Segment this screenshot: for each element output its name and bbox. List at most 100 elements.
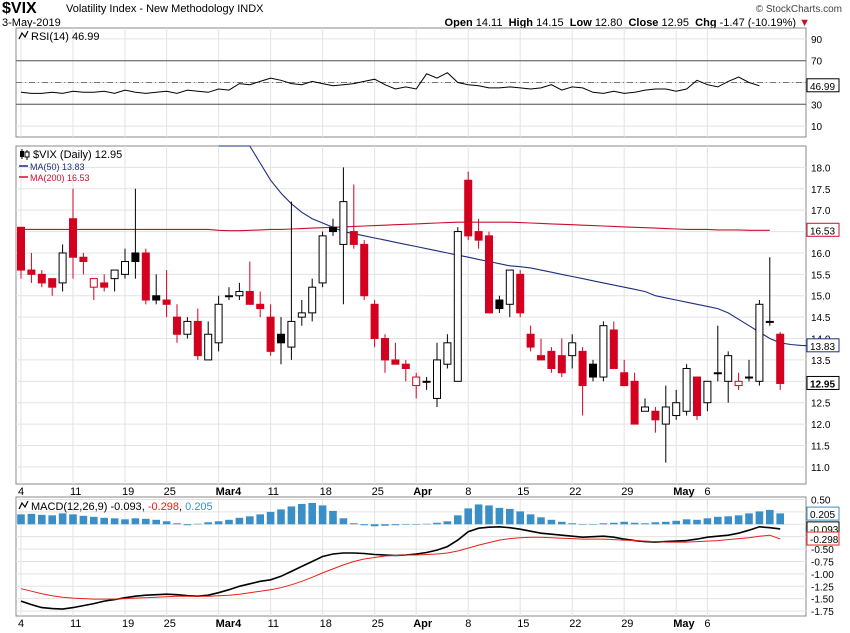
candle-body [162, 299, 171, 305]
ticker-symbol: $VIX [2, 0, 37, 17]
candle-body [557, 355, 566, 374]
macd-histogram-bar [298, 503, 306, 525]
macd-histogram-bar [506, 508, 514, 525]
candle [308, 278, 317, 322]
value-flag-text: -0.093 [810, 525, 839, 536]
macd-histogram-bar [402, 524, 410, 525]
y-tick-label: 30 [811, 100, 823, 111]
candle [266, 304, 275, 356]
x-tick-label: 11 [268, 618, 279, 630]
candle-body [537, 355, 545, 361]
x-tick-label: 18 [320, 486, 332, 498]
candle [557, 338, 566, 378]
candle [495, 295, 504, 313]
candle-body [495, 299, 504, 310]
macd-histogram-bar [100, 517, 108, 525]
mini-chart-icon [18, 500, 29, 510]
x-tick-label: 11 [268, 486, 279, 498]
candle [100, 274, 109, 292]
macd-histogram-bar [225, 519, 233, 525]
candle [464, 171, 473, 241]
macd-histogram-bar [672, 520, 680, 525]
candle-body [599, 325, 608, 378]
open-value: 14.11 [475, 17, 503, 29]
macd-signal-line [20, 534, 781, 600]
candle-body [48, 278, 57, 288]
macd-histogram-bar [360, 524, 368, 526]
macd-histogram-bar [38, 514, 46, 525]
candle-body [58, 252, 67, 284]
panel-frame-macd [15, 496, 807, 617]
macd-histogram-bar [256, 514, 264, 525]
mini-chart-icon [18, 30, 29, 40]
x-tick-label: 25 [372, 486, 384, 498]
macd-histogram-bar [422, 523, 431, 525]
candle-body [110, 269, 119, 280]
candle [724, 351, 733, 403]
ma200-line [21, 221, 770, 232]
y-tick-label: 17.5 [811, 185, 831, 196]
y-tick-label: 70 [811, 57, 823, 68]
macd-histogram-bar [589, 524, 597, 525]
candle [703, 380, 712, 412]
macd-legend-part: -0.298 [148, 501, 179, 513]
candle-body [453, 231, 462, 382]
low-label: Low [569, 17, 592, 29]
y-tick-label: 12.5 [811, 399, 831, 410]
candle [391, 342, 400, 365]
x-tick-label: May [673, 618, 695, 630]
candle-body [609, 329, 618, 369]
candle-body [589, 363, 597, 378]
close-value: 12.95 [661, 17, 690, 29]
candle-body [131, 252, 140, 263]
candle-body [318, 235, 327, 284]
candle [651, 406, 660, 433]
candle-body [505, 269, 514, 305]
macd-signal-value-flag: -0.298 [806, 531, 840, 546]
candle [630, 372, 639, 425]
y-tick-label: 90 [811, 35, 823, 46]
y-tick-label: 15.0 [811, 292, 831, 303]
macd-histogram-bar [516, 511, 524, 525]
macd-histogram-bar [485, 505, 493, 525]
candle [48, 278, 57, 296]
macd-histogram-bar [142, 518, 150, 525]
macd-histogram-bar [703, 518, 712, 525]
candle [297, 300, 306, 326]
macd-legend-part: , [142, 501, 148, 513]
candle [287, 201, 296, 360]
candle [152, 274, 161, 305]
x-tick-label: 4 [18, 618, 24, 630]
x-tick-label: 19 [122, 618, 134, 630]
macd-legend-part: 0.205 [185, 501, 213, 513]
macd-histogram-bar [17, 514, 25, 525]
candle [599, 321, 608, 382]
candle-body [349, 231, 358, 245]
value-flag-text: -0.298 [810, 535, 839, 546]
y-tick-label: 18.0 [811, 163, 831, 174]
x-tick-label: 11 [70, 618, 81, 630]
macd-histogram-bar [526, 514, 535, 525]
candle-icon [20, 149, 30, 160]
macd-histogram-bar [630, 522, 639, 525]
macd-histogram-bar [682, 519, 691, 525]
candle [162, 270, 171, 318]
candle-body [17, 226, 25, 271]
candle-body [256, 303, 265, 310]
candle-body [381, 338, 389, 361]
candle [183, 317, 192, 339]
macd-histogram-bar [370, 524, 379, 527]
candle-body [297, 312, 306, 318]
value-flag-text: 46.99 [810, 82, 835, 93]
candle-body [391, 359, 400, 365]
x-tick-label: 18 [320, 618, 332, 630]
panel-frame-main [15, 145, 807, 485]
candle [79, 252, 88, 275]
y-tick-label: 14.5 [811, 313, 831, 324]
x-tick-label: Apr [413, 486, 433, 498]
macd-histogram-bar [329, 510, 337, 525]
candle-body [630, 380, 639, 425]
candle-body [121, 261, 129, 275]
high-label: High [508, 17, 534, 29]
candle-body [745, 376, 753, 379]
